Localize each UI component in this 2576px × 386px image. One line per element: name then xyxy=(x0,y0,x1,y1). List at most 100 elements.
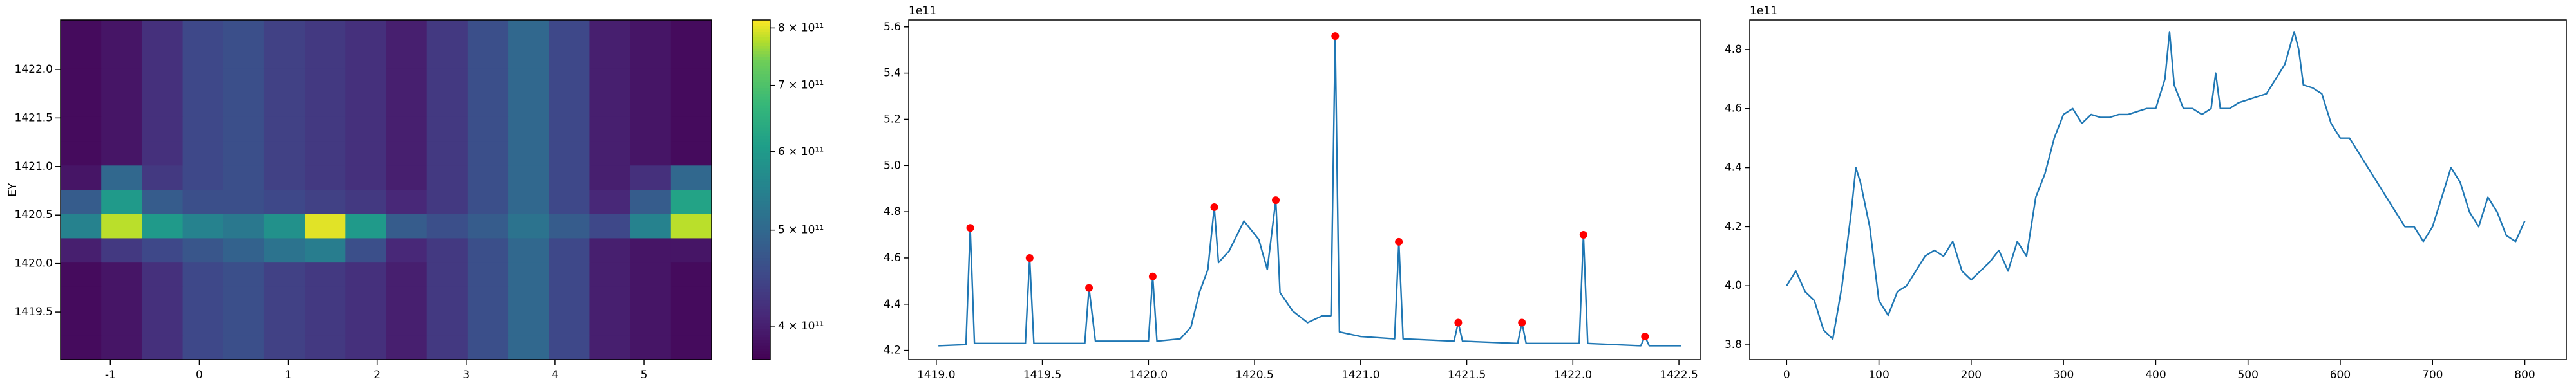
heatmap-cell xyxy=(101,44,142,69)
heatmap-cell xyxy=(142,20,184,45)
heatmap-cell xyxy=(182,238,224,263)
colorbar-swatch xyxy=(752,212,770,216)
heatmap-cell xyxy=(182,311,224,336)
x-tick-label: 1421.5 xyxy=(1448,369,1486,381)
heatmap-cell xyxy=(101,116,142,142)
heatmap-cell xyxy=(508,44,549,69)
colorbar-swatch xyxy=(752,51,770,55)
heatmap-cell xyxy=(61,141,102,166)
colorbar-swatch xyxy=(752,28,770,32)
colorbar-swatch xyxy=(752,161,770,165)
peak-marker xyxy=(1148,272,1157,280)
colorbar-swatch xyxy=(752,322,770,326)
heatmap-cell xyxy=(670,141,712,166)
heatmap-cell xyxy=(101,165,142,190)
heatmap-cell xyxy=(508,214,549,239)
colorbar-swatch xyxy=(752,198,770,202)
heatmap-cell xyxy=(305,20,346,45)
colorbar-swatch xyxy=(752,172,770,176)
heatmap-cell xyxy=(345,68,387,93)
heatmap-cell xyxy=(345,116,387,142)
colorbar-swatch xyxy=(752,221,770,225)
heatmap-cell xyxy=(305,141,346,166)
y-tick-label: 4.2 xyxy=(1725,220,1742,233)
colorbar-swatch xyxy=(752,328,770,332)
heatmap-cell xyxy=(61,238,102,263)
heatmap-cell xyxy=(426,335,468,360)
heatmap-cell xyxy=(182,262,224,288)
x-tick-label: 600 xyxy=(2330,369,2351,381)
heatmap-cell xyxy=(508,190,549,215)
heatmap-cell xyxy=(670,93,712,118)
heatmap-cell xyxy=(223,44,265,69)
heatmap-cell xyxy=(467,165,509,190)
peak-marker xyxy=(1579,231,1587,239)
colorbar-swatch xyxy=(752,257,770,261)
heatmap-cell xyxy=(589,286,631,312)
y-tick-label: 5.0 xyxy=(884,159,901,172)
colorbar-swatch xyxy=(752,144,770,148)
heatmap-cell xyxy=(426,165,468,190)
heatmap-cell xyxy=(142,286,184,312)
heatmap-cell xyxy=(630,68,672,93)
colorbar-tick-label: 4 × 10¹¹ xyxy=(778,320,824,333)
y-tick-label: 4.8 xyxy=(884,205,901,218)
colorbar-swatch xyxy=(752,237,770,241)
heatmap-cell xyxy=(426,44,468,69)
heatmap-cell xyxy=(345,190,387,215)
heatmap-cell xyxy=(345,141,387,166)
heatmap-cell xyxy=(345,165,387,190)
colorbar-swatch xyxy=(752,20,770,23)
heatmap-cell xyxy=(182,20,224,45)
heatmap-cell xyxy=(467,68,509,93)
heatmap-cell xyxy=(589,141,631,166)
heatmap-cell xyxy=(61,190,102,215)
heatmap-cell xyxy=(549,44,591,69)
heatmap-cell xyxy=(630,335,672,360)
x-tick-label: 500 xyxy=(2237,369,2258,381)
heatmap-cell xyxy=(467,93,509,118)
heatmap-cell xyxy=(101,286,142,312)
heatmap-cell xyxy=(305,335,346,360)
colorbar-swatch xyxy=(752,255,770,259)
heatmap-cell xyxy=(549,214,591,239)
peak-marker xyxy=(1272,196,1280,205)
heatmap-cell xyxy=(426,93,468,118)
heatmap-cell xyxy=(670,335,712,360)
colorbar-swatch xyxy=(752,311,770,315)
colorbar-swatch xyxy=(752,297,770,301)
heatmap-cell xyxy=(589,262,631,288)
peak-marker xyxy=(1025,253,1034,262)
heatmap-cell xyxy=(630,44,672,69)
heatmap-cell xyxy=(142,165,184,190)
colorbar-swatch xyxy=(752,326,770,329)
colorbar-swatch xyxy=(752,289,770,292)
heatmap-cell xyxy=(549,311,591,336)
heatmap-cell xyxy=(142,238,184,263)
colorbar-swatch xyxy=(752,85,770,89)
heatmap-cell xyxy=(101,214,142,239)
x-tick-label: 2 xyxy=(374,369,381,381)
heatmap-cell xyxy=(508,141,549,166)
heatmap-cell xyxy=(263,44,305,69)
data-line xyxy=(1786,31,2526,340)
heatmap-cell xyxy=(426,116,468,142)
heatmap-cell xyxy=(223,311,265,336)
heatmap-cell xyxy=(142,68,184,93)
heatmap-cell xyxy=(630,116,672,142)
colorbar-swatch xyxy=(752,119,770,122)
colorbar-swatch xyxy=(752,93,770,97)
peak-marker xyxy=(1454,318,1463,327)
colorbar-swatch xyxy=(752,167,770,170)
heatmap-cell xyxy=(549,286,591,312)
heatmap-cell xyxy=(670,116,712,142)
x-tick-label: 1421.0 xyxy=(1341,369,1379,381)
heatmap-cell xyxy=(142,141,184,166)
colorbar-swatch xyxy=(752,356,770,360)
heatmap-cell xyxy=(549,20,591,45)
heatmap-cell xyxy=(508,20,549,45)
colorbar-swatch xyxy=(752,303,770,306)
heatmap-cell xyxy=(101,238,142,263)
colorbar-swatch xyxy=(752,113,770,117)
